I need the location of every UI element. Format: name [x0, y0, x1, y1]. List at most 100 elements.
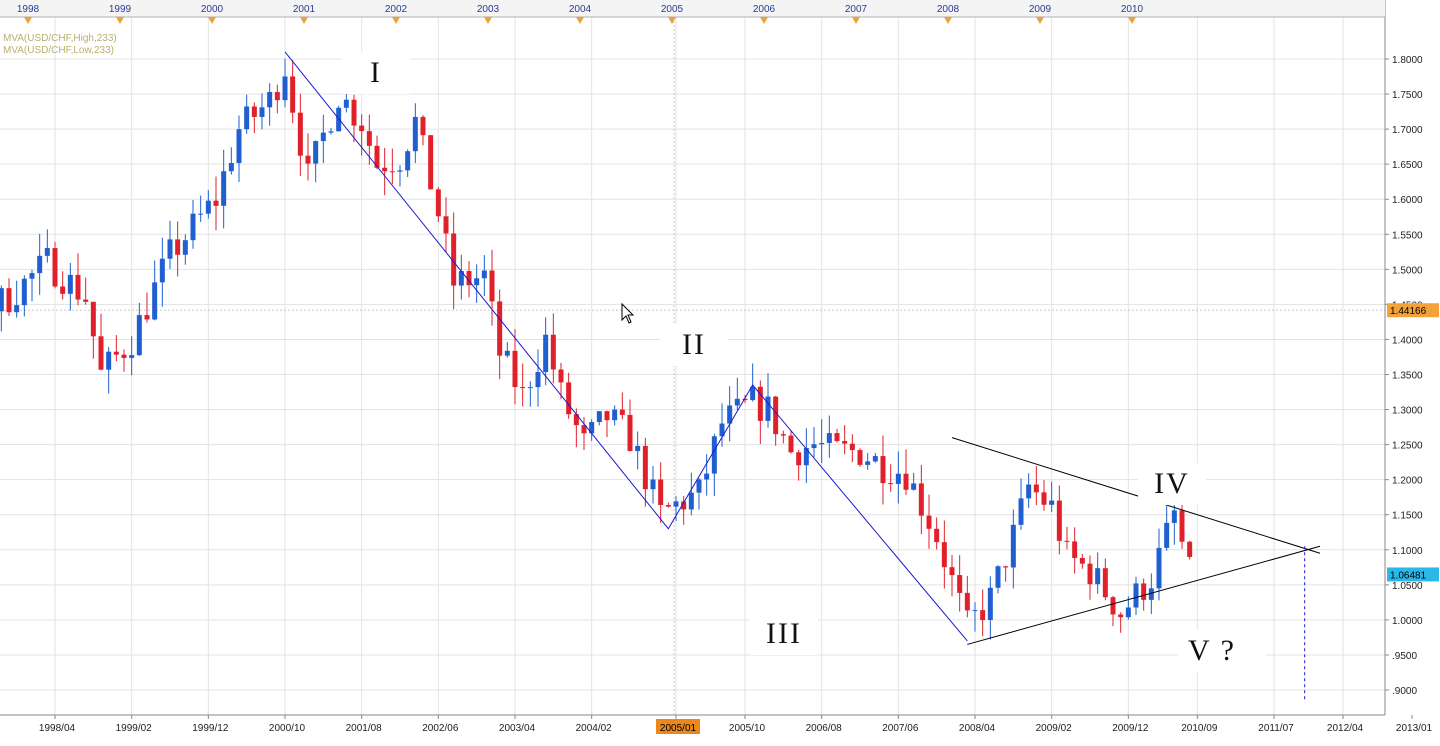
- price-tick-label: 1.0000: [1392, 616, 1423, 627]
- candle-body: [1164, 522, 1170, 548]
- candle-body: [366, 131, 372, 146]
- date-tick-label: 2012/04: [1327, 723, 1364, 734]
- candle-body: [351, 99, 357, 126]
- price-tick-label: 1.6500: [1392, 160, 1423, 171]
- candle-body: [949, 567, 955, 576]
- candle-body: [1087, 563, 1093, 585]
- candle-body: [581, 425, 587, 434]
- candle-body: [589, 422, 595, 434]
- price-axis[interactable]: .9000 .9500 1.0000 1.0500 1.1000 1.1500 1.2000…: [1385, 0, 1440, 741]
- candle-body: [52, 248, 58, 287]
- price-tick-label: 1.5000: [1392, 265, 1423, 276]
- candle-body: [596, 411, 602, 423]
- year-label: 2010: [1121, 4, 1144, 15]
- candle-body: [696, 479, 702, 493]
- year-marker-icon: [944, 17, 952, 24]
- candle-body: [520, 387, 526, 389]
- year-marker-icon: [116, 17, 124, 24]
- candle-body: [397, 170, 403, 172]
- candle-body: [282, 76, 288, 101]
- candle-body: [780, 434, 786, 436]
- candle-body: [1125, 607, 1131, 618]
- price-tick-label: 1.8000: [1392, 55, 1423, 66]
- candle-body: [251, 106, 257, 117]
- candle-body: [374, 145, 380, 168]
- candle-body: [872, 456, 878, 462]
- candle-body: [67, 274, 73, 294]
- candle-body: [612, 409, 618, 421]
- candle-body: [274, 92, 280, 101]
- candle-body: [1118, 614, 1124, 618]
- candle-body: [719, 423, 725, 437]
- date-axis[interactable]: 1995/061998/041999/021999/122000/102001/…: [0, 715, 1440, 741]
- candle-body: [106, 351, 112, 370]
- candle-body: [320, 132, 326, 142]
- candle-body: [1026, 484, 1032, 499]
- candle-series: [0, 58, 1193, 640]
- trend-lines: [284, 51, 1321, 701]
- price-tick-label: 1.0500: [1392, 581, 1423, 592]
- candle-body: [382, 167, 388, 172]
- wave-label-bg: [1178, 630, 1266, 672]
- candle-body: [688, 492, 694, 510]
- candle-body: [865, 461, 871, 465]
- date-tick-label: 2011/07: [1258, 723, 1294, 734]
- candle-body: [796, 452, 802, 466]
- date-tick-label: 2013/01: [1396, 723, 1433, 734]
- crosshair-price-tag-bg: [1387, 303, 1439, 318]
- indicator-legend-item: MVA(USD/CHF,High,233): [3, 33, 117, 44]
- candle-body: [44, 248, 50, 256]
- candle-body: [359, 125, 365, 132]
- candle-body: [75, 274, 81, 300]
- year-label: 2009: [1029, 4, 1052, 15]
- candle-body: [642, 445, 648, 490]
- candle-body: [1187, 541, 1193, 557]
- candle-body: [259, 107, 265, 117]
- candle-body: [811, 444, 817, 449]
- candle-body: [389, 171, 395, 173]
- date-tick-label: 1999/02: [116, 723, 153, 734]
- wave-label-bg: [660, 324, 728, 366]
- candle-body: [911, 483, 917, 490]
- candle-body: [512, 350, 518, 388]
- candle-body: [1102, 568, 1108, 598]
- date-tick-label: 2001/08: [346, 723, 383, 734]
- wave-label-bg: [1138, 463, 1206, 505]
- candle-body: [1064, 540, 1070, 542]
- candle-body: [175, 239, 181, 255]
- mouse-cursor-icon: [621, 302, 635, 324]
- candle-body: [1095, 568, 1101, 585]
- top-year-axis: 1998 1999 2000 2001 2002 2003 2004 2005 2006 2007…: [0, 0, 1385, 24]
- year-label: 1998: [17, 4, 40, 15]
- candle-body: [144, 315, 150, 320]
- candle-body: [558, 369, 564, 383]
- candle-body: [451, 233, 457, 286]
- candle-body: [658, 479, 664, 505]
- wave-label: III: [766, 617, 802, 650]
- candle-body: [159, 258, 165, 283]
- candle-body: [1156, 547, 1162, 589]
- candle-body: [619, 409, 625, 415]
- candle-body: [83, 299, 89, 302]
- candle-body: [121, 354, 127, 358]
- candle-body: [604, 411, 610, 421]
- candle-body: [466, 271, 472, 286]
- candle-body: [313, 141, 319, 164]
- price-tick-label: 1.3500: [1392, 371, 1423, 382]
- candle-body: [129, 355, 135, 358]
- candle-body: [704, 473, 710, 480]
- candle-body: [1171, 510, 1177, 523]
- candle-body: [1148, 588, 1154, 600]
- candle-body: [420, 116, 426, 136]
- candle-body: [826, 433, 832, 443]
- candle-body: [336, 107, 342, 132]
- candle-body: [903, 473, 909, 490]
- candle-body: [343, 99, 349, 108]
- date-tick-label: 2003/04: [499, 723, 536, 734]
- candle-body: [305, 155, 311, 164]
- candle-body: [803, 448, 809, 466]
- candle-body: [842, 441, 848, 444]
- candle-body: [750, 386, 756, 401]
